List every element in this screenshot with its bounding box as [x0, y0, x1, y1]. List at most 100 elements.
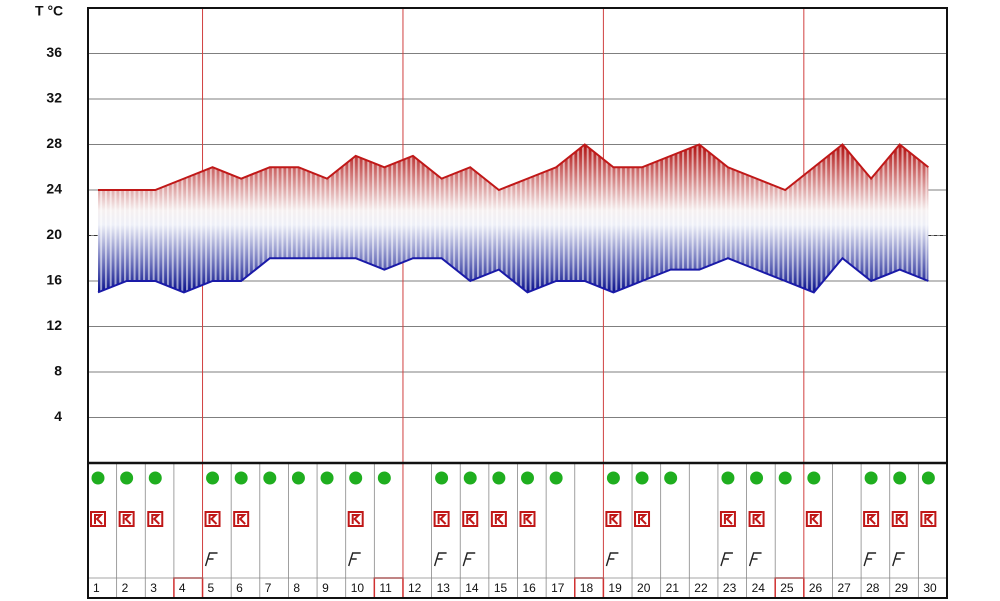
y-tick-label: 16: [46, 272, 62, 288]
rain-icon-glyph: [752, 514, 762, 525]
wind-icon: [204, 552, 218, 567]
weather-dot: [635, 471, 649, 485]
day-label: 22: [694, 581, 708, 595]
wind-icon: [748, 552, 762, 567]
rain-icon-glyph: [437, 514, 448, 525]
wind-icon: [433, 552, 447, 567]
rain-icon-box: [805, 511, 822, 527]
wind-icon: [462, 552, 476, 567]
rain-icon-box: [433, 511, 450, 527]
rain-icon-box: [90, 511, 106, 527]
rain-icon-box: [233, 511, 250, 527]
y-tick-label: 4: [54, 408, 62, 424]
wind-icon: [348, 552, 361, 567]
rain-icon-box: [147, 511, 164, 527]
day-label: 29: [895, 581, 909, 595]
rain-icon-glyph: [638, 514, 648, 525]
day-label: 25: [780, 581, 794, 595]
wind-icon: [720, 552, 733, 567]
weather-dot: [606, 471, 620, 485]
rain-icon-glyph: [494, 514, 505, 525]
rain-icon-box: [462, 511, 479, 527]
rain-icon-box: [204, 511, 221, 527]
weather-dot: [521, 471, 534, 485]
plot-frame: [87, 7, 948, 599]
rain-icon: [490, 511, 507, 527]
day-label: 30: [923, 581, 937, 595]
weather-dot: [492, 471, 506, 485]
rain-icon: [920, 511, 937, 527]
y-tick-label: 12: [46, 317, 62, 333]
rain-icon-box: [891, 511, 908, 527]
day-label: 15: [494, 581, 508, 595]
weather-dot: [377, 471, 391, 485]
day-label: 9: [322, 581, 329, 595]
rain-icon-glyph: [151, 514, 161, 525]
day-label: 2: [122, 581, 129, 595]
weather-dot: [349, 471, 363, 485]
rain-icon-glyph: [895, 514, 906, 525]
rain-icon: [204, 511, 221, 527]
wind-icon: [863, 552, 877, 567]
weather-dot: [549, 471, 563, 485]
range-hatch: [98, 144, 929, 293]
rain-icon-box: [605, 511, 622, 527]
day-label: 3: [150, 581, 157, 595]
rain-icon-glyph: [867, 514, 877, 525]
y-tick-label: 32: [46, 90, 62, 106]
weather-dot: [206, 471, 220, 485]
day-label: 4: [179, 581, 186, 595]
weather-dot: [91, 471, 105, 485]
rain-icon-glyph: [924, 514, 934, 525]
weather-dot: [320, 471, 334, 485]
rain-icon-box: [634, 511, 651, 527]
day-label: 18: [580, 581, 594, 595]
rain-icon: [90, 511, 106, 527]
rain-icon: [147, 511, 164, 527]
rain-icon-glyph: [723, 514, 734, 525]
day-label: 20: [637, 581, 651, 595]
weather-dot: [721, 471, 735, 485]
day-label: 14: [465, 581, 479, 595]
weather-dot: [750, 471, 764, 485]
weather-dot: [234, 471, 248, 485]
y-tick-label: 28: [46, 135, 62, 151]
y-axis-label: T °C: [35, 3, 63, 19]
y-tick-label: 24: [46, 181, 62, 197]
day-label: 16: [523, 581, 537, 595]
weather-dot: [864, 471, 878, 485]
day-label: 12: [408, 581, 422, 595]
day-label: 24: [752, 581, 766, 595]
rain-icon-box: [347, 511, 364, 527]
rain-icon-box: [748, 511, 765, 527]
rain-icon: [519, 511, 536, 527]
y-tick-label: 36: [46, 44, 62, 60]
rain-icon-glyph: [466, 514, 476, 525]
day-label: 7: [265, 581, 272, 595]
weather-dot: [148, 471, 162, 485]
rain-icon-box: [118, 511, 135, 527]
day-label: 5: [208, 581, 215, 595]
y-tick-label: 20: [46, 226, 62, 242]
rain-icon: [347, 511, 364, 527]
weather-dot: [291, 471, 305, 485]
day-label: 27: [837, 581, 851, 595]
day-label: 1: [93, 581, 100, 595]
rain-icon-glyph: [122, 514, 133, 525]
rain-icon-box: [719, 511, 736, 527]
rain-icon: [118, 511, 135, 527]
day-label: 6: [236, 581, 243, 595]
weather-dot: [778, 471, 792, 485]
wind-icon: [605, 552, 619, 567]
rain-icon-glyph: [94, 514, 104, 525]
weather-dot: [120, 471, 134, 485]
rain-icon-box: [490, 511, 507, 527]
rain-icon: [805, 511, 822, 527]
rain-icon-box: [863, 511, 880, 527]
rain-icon: [863, 511, 880, 527]
day-label: 23: [723, 581, 737, 595]
y-tick-label: 8: [54, 363, 62, 379]
weather-dot: [263, 471, 277, 485]
rain-icon: [891, 511, 908, 527]
weather-dot: [921, 471, 935, 485]
